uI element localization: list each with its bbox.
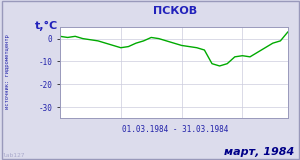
Text: 01.03.1984 - 31.03.1984: 01.03.1984 - 31.03.1984 bbox=[122, 125, 229, 134]
Text: lab127: lab127 bbox=[3, 153, 26, 158]
Text: ПСКОВ: ПСКОВ bbox=[153, 6, 198, 16]
Text: t,°C: t,°C bbox=[35, 21, 58, 31]
Text: источник: гидрометцентр: источник: гидрометцентр bbox=[5, 35, 10, 109]
Text: март, 1984: март, 1984 bbox=[224, 147, 294, 157]
